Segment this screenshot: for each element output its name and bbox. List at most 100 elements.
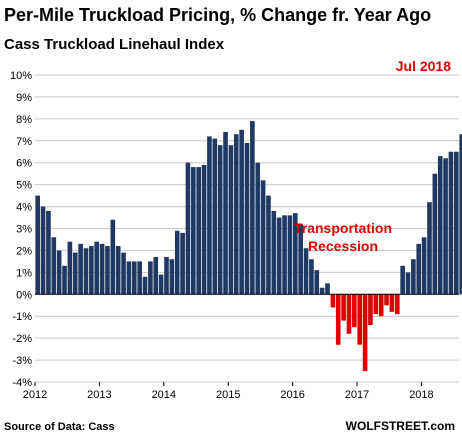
- bar: [148, 261, 153, 295]
- bar: [180, 232, 185, 295]
- x-tick-label: 2013: [87, 389, 111, 401]
- y-tick-label: 6%: [16, 158, 32, 170]
- bar: [303, 248, 309, 295]
- bar: [115, 246, 121, 295]
- bar: [94, 241, 100, 295]
- bar: [341, 294, 346, 321]
- bar: [239, 129, 244, 295]
- y-tick-label: -4%: [12, 377, 32, 389]
- bar: [266, 195, 271, 295]
- bar: [448, 151, 454, 295]
- bar: [131, 261, 137, 295]
- bar: [62, 265, 67, 295]
- y-tick-label: 10%: [10, 70, 32, 82]
- bar: [56, 250, 62, 295]
- source-note: Source of Data: Cass: [4, 421, 115, 433]
- bar: [164, 257, 169, 295]
- bars: [35, 121, 462, 372]
- bar: [287, 215, 293, 295]
- annotation-latest-label: Jul 2018: [396, 58, 451, 74]
- bar: [346, 294, 352, 334]
- bar: [309, 259, 314, 295]
- bar: [174, 230, 180, 295]
- bar: [158, 274, 164, 295]
- bar: [83, 248, 89, 295]
- x-axis-ticks: 2012 2013 2014 2015 2016 2017 2018: [23, 382, 434, 401]
- brand-label: WOLFSTREET.com: [346, 419, 455, 433]
- bar: [250, 121, 255, 295]
- y-tick-label: 9%: [16, 92, 32, 104]
- bar: [169, 259, 175, 295]
- y-tick-label: -2%: [12, 333, 32, 345]
- bar: [89, 246, 94, 295]
- bar: [314, 270, 320, 295]
- bar: [223, 132, 228, 295]
- bar: [126, 261, 132, 295]
- x-tick-label: 2015: [216, 389, 240, 401]
- bar: [384, 294, 389, 306]
- y-tick-label: 2%: [16, 245, 32, 257]
- bar: [217, 145, 223, 295]
- bar: [105, 246, 110, 295]
- y-tick-label: 4%: [16, 202, 32, 214]
- annotation-recession-line1: Transportation: [294, 220, 392, 236]
- bar: [67, 241, 73, 295]
- bar: [389, 294, 395, 312]
- x-tick-label: 2012: [23, 389, 47, 401]
- bar: [427, 202, 432, 295]
- bar: [99, 243, 105, 295]
- y-tick-label: 3%: [16, 224, 32, 236]
- bar: [411, 259, 416, 295]
- bar: [255, 162, 261, 295]
- bar: [335, 294, 341, 345]
- bar: [212, 138, 218, 295]
- bar: [421, 237, 427, 295]
- x-tick-label: 2016: [280, 389, 304, 401]
- bar: [437, 156, 443, 295]
- bar: [228, 145, 234, 295]
- bar: [40, 206, 46, 295]
- bar: [394, 294, 400, 315]
- bar: [400, 265, 405, 295]
- bar: [276, 217, 282, 295]
- bar: [432, 173, 438, 295]
- bar: [454, 151, 459, 295]
- bar: [35, 195, 40, 295]
- bar: [443, 158, 448, 295]
- bar: [362, 294, 368, 372]
- bar: [368, 294, 373, 325]
- bar: [378, 294, 384, 317]
- y-tick-label: -3%: [12, 355, 32, 367]
- bar: [373, 294, 379, 315]
- bar: [137, 261, 142, 295]
- bar: [330, 294, 336, 308]
- bar: [142, 276, 148, 295]
- bar: [207, 136, 212, 295]
- y-tick-label: 7%: [16, 136, 32, 148]
- bar: [459, 134, 462, 295]
- bar: [51, 237, 57, 295]
- y-tick-label: 8%: [16, 114, 32, 126]
- bar: [233, 134, 239, 295]
- bar: [191, 167, 196, 295]
- bar: [196, 167, 202, 295]
- bar: [110, 219, 116, 295]
- bar: [357, 294, 363, 345]
- bar: [319, 287, 325, 295]
- bar: [121, 252, 126, 295]
- bar: [282, 215, 287, 295]
- bar: [78, 243, 83, 295]
- y-tick-label: 5%: [16, 180, 32, 192]
- chart-subtitle: Cass Truckload Linehaul Index: [4, 36, 225, 53]
- x-tick-label: 2014: [152, 389, 176, 401]
- x-tick-label: 2017: [345, 389, 369, 401]
- bar: [185, 162, 191, 295]
- bar: [416, 243, 422, 295]
- bar: [46, 210, 51, 295]
- annotation-recession-line2: Recession: [308, 238, 378, 254]
- bar: [201, 164, 207, 295]
- chart-title: Per-Mile Truckload Pricing, % Change fr.…: [4, 5, 431, 25]
- bar: [298, 224, 303, 295]
- bar: [260, 180, 266, 295]
